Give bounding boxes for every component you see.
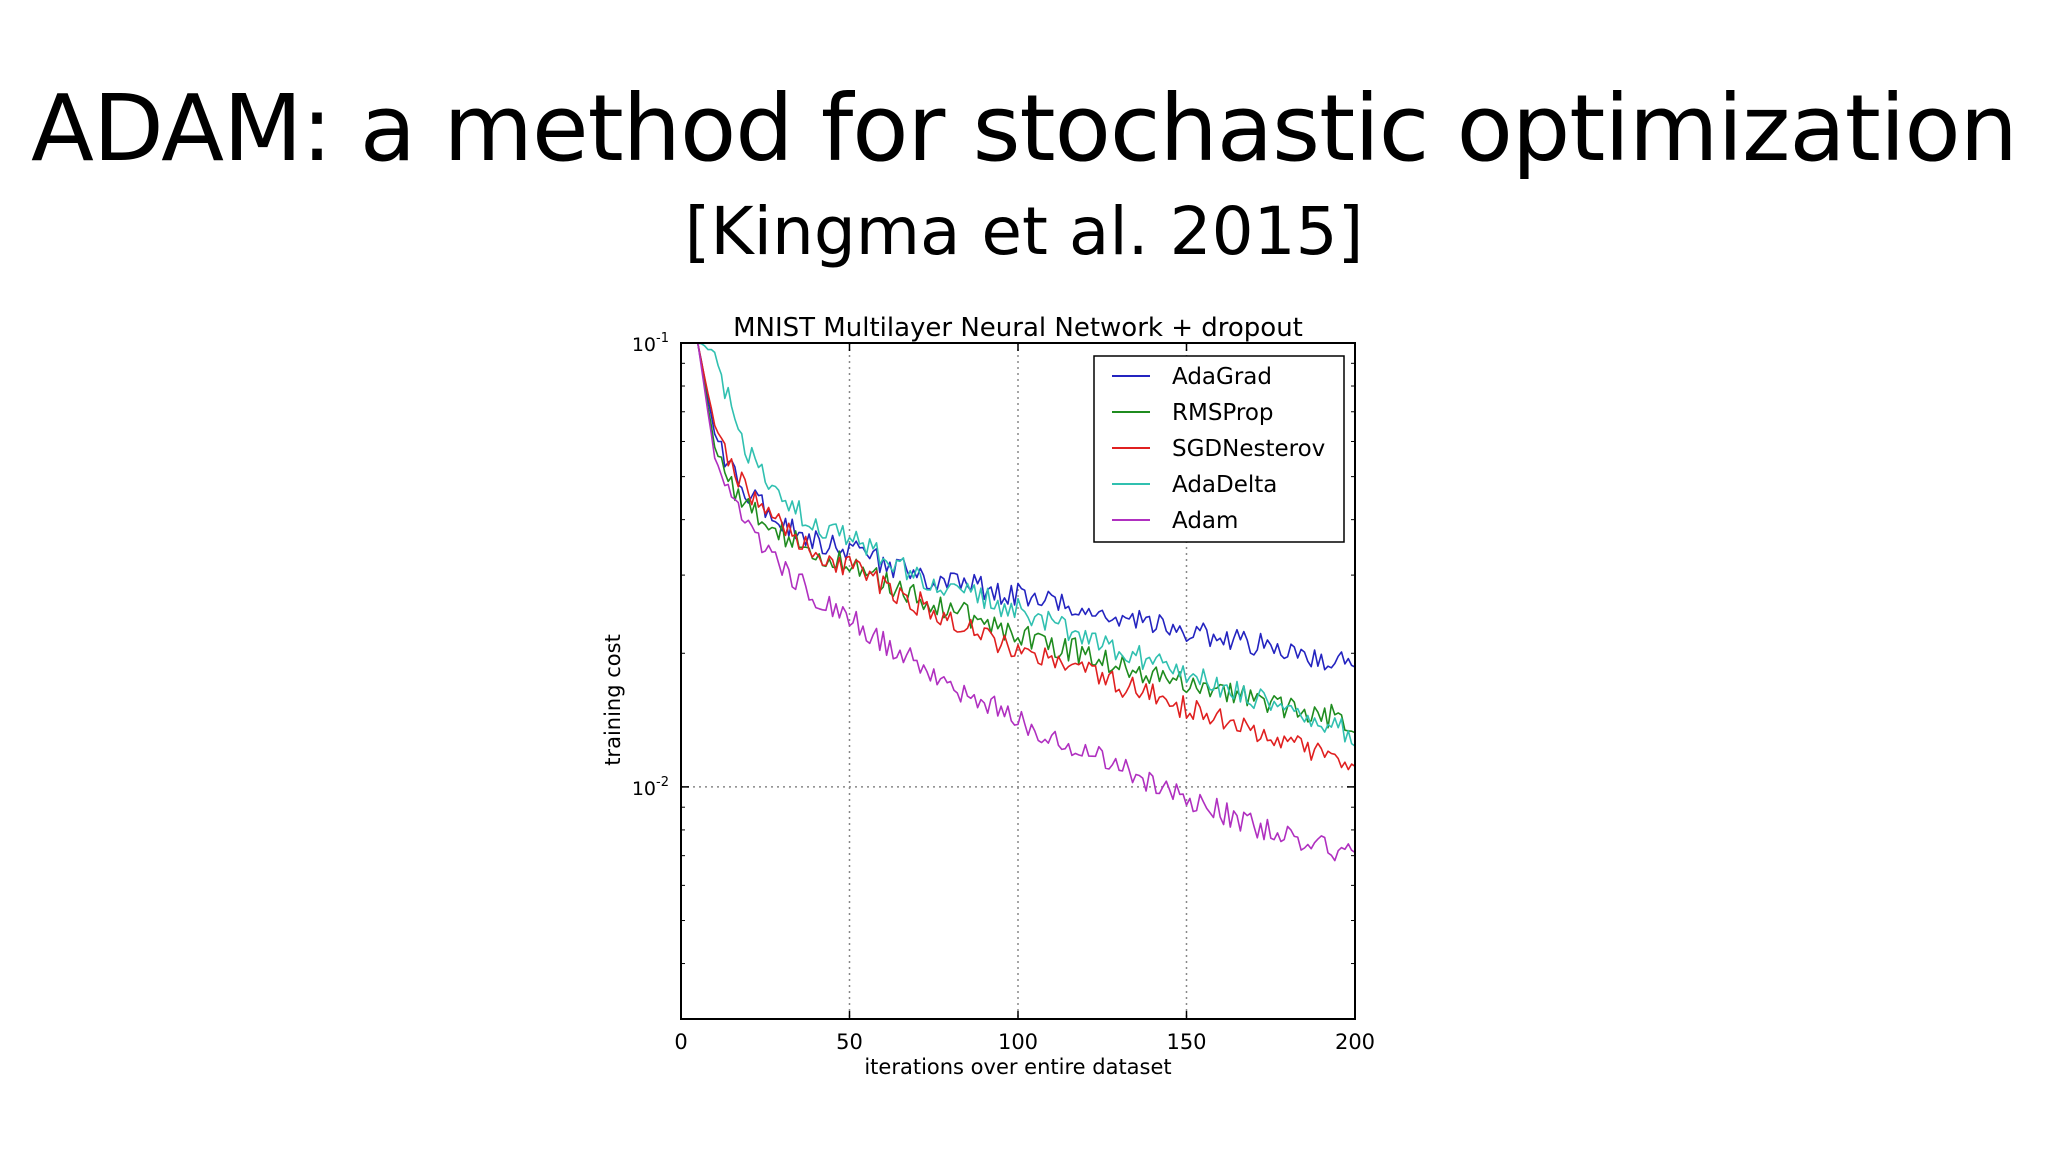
- legend: AdaGrad RMSProp SGDNesterov AdaDelta Adam: [1093, 355, 1345, 543]
- x-tick-label: 150: [1166, 1030, 1206, 1054]
- series-lines: [697, 342, 1356, 862]
- series-line-adagrad: [697, 343, 1356, 671]
- series-line-adadelta: [697, 342, 1356, 747]
- legend-label: Adam: [1172, 508, 1238, 534]
- x-axis-label: iterations over entire dataset: [864, 1055, 1171, 1079]
- y-tick-label: 10-1: [632, 331, 669, 356]
- x-tick-label: 50: [836, 1030, 863, 1054]
- x-tick-label: 100: [998, 1030, 1038, 1054]
- y-axis-label: training cost: [601, 634, 625, 766]
- y-tick-label: 10-2: [632, 775, 669, 800]
- x-tick-label: 200: [1335, 1030, 1375, 1054]
- x-tick-label: 0: [674, 1030, 687, 1054]
- legend-label: RMSProp: [1172, 400, 1274, 426]
- legend-label: AdaDelta: [1172, 472, 1277, 498]
- legend-label: AdaGrad: [1172, 364, 1272, 390]
- ticks: 0 50 100 150 200 10-1 10-2: [632, 331, 1375, 1054]
- series-line-adam: [697, 343, 1356, 862]
- series-line-sgdnesterov: [697, 343, 1356, 771]
- slide-subtitle: [Kingma et al. 2015]: [684, 193, 1364, 270]
- legend-label: SGDNesterov: [1172, 436, 1325, 462]
- chart-title: MNIST Multilayer Neural Network + dropou…: [733, 313, 1303, 343]
- slide-title: ADAM: a method for stochastic optimizati…: [31, 75, 2018, 182]
